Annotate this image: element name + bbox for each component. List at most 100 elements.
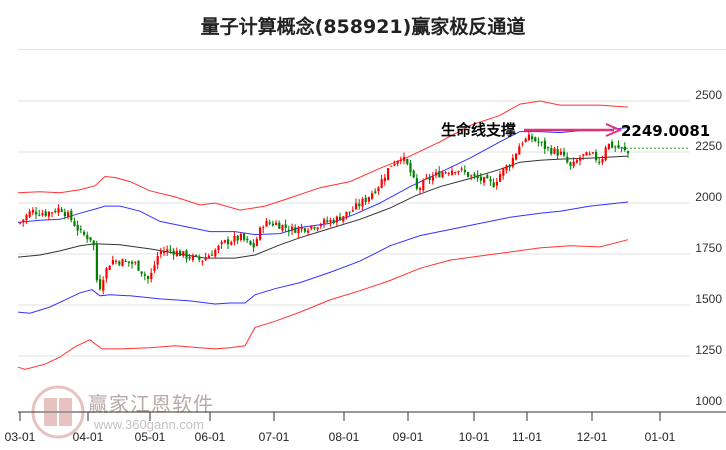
candle-body <box>563 151 566 156</box>
watermark-url: www.360gann.com <box>94 417 204 432</box>
y-tick-label: 2500 <box>695 88 722 102</box>
candle-body <box>271 223 274 226</box>
candle-body <box>35 211 38 215</box>
candle-body <box>492 182 495 188</box>
upper-outer-band-line <box>17 100 629 211</box>
candle-body <box>387 168 390 180</box>
candle-body <box>252 243 255 248</box>
lifeline-support-label: 生命线支撑 <box>441 121 516 139</box>
candle-body <box>406 158 409 164</box>
y-tick-label: 1500 <box>695 292 722 306</box>
candle-body <box>60 209 63 212</box>
candle-body <box>601 159 604 163</box>
candle-body <box>419 188 422 190</box>
candle-body <box>323 219 326 225</box>
candle-body <box>460 168 463 170</box>
candle-body <box>191 255 194 260</box>
candle-body <box>367 197 370 202</box>
candle-body <box>575 160 578 163</box>
candle-body <box>99 279 102 290</box>
x-tick-label: 10-01 <box>459 430 490 444</box>
candle-body <box>415 178 418 189</box>
candle-body <box>169 249 172 251</box>
x-tick-label: 04-01 <box>73 430 104 444</box>
candle-body <box>172 250 175 255</box>
candle-body <box>163 251 166 254</box>
candle-body <box>332 219 335 224</box>
lower-outer-band-line <box>17 239 629 370</box>
candle-body <box>479 176 482 181</box>
candle-body <box>211 254 214 256</box>
candle-body <box>230 242 233 245</box>
candle-body <box>422 180 425 191</box>
candle-body <box>614 146 617 148</box>
candle-body <box>281 225 284 231</box>
candle-body <box>531 136 534 140</box>
candle-body <box>339 216 342 221</box>
x-tick-label: 12-01 <box>577 430 608 444</box>
candle-body <box>268 222 271 224</box>
candle-body <box>278 222 281 229</box>
candle-body <box>374 191 377 193</box>
candle-body <box>297 227 300 234</box>
candle-body <box>249 240 252 245</box>
candle-body <box>543 140 546 149</box>
candle-body <box>502 168 505 176</box>
candle-body <box>591 152 594 154</box>
arrow-head-icon <box>605 123 623 137</box>
candle-body <box>243 233 246 240</box>
candle-body <box>131 261 134 264</box>
title-divider <box>18 49 726 50</box>
candle-body <box>457 171 460 173</box>
candle-body <box>262 227 265 229</box>
x-tick-label: 08-01 <box>329 430 360 444</box>
y-tick-label: 1250 <box>695 343 722 357</box>
candle-body <box>313 227 316 229</box>
candle-body <box>265 220 268 227</box>
candle-body <box>111 260 114 265</box>
candle-body <box>207 255 210 259</box>
candle-body <box>412 170 415 178</box>
candle-body <box>236 235 239 241</box>
candle-body <box>358 203 361 207</box>
candle-body <box>310 225 313 229</box>
candle-body <box>70 210 73 221</box>
candle-body <box>147 276 150 280</box>
candle-body <box>511 158 514 167</box>
candle-body <box>345 211 348 217</box>
candle-body <box>483 177 486 183</box>
candle-body <box>486 175 489 179</box>
candle-body <box>393 163 396 166</box>
candle-body <box>476 174 479 179</box>
candle-body <box>588 153 591 155</box>
candle-body <box>54 210 57 213</box>
candle-body <box>623 146 626 151</box>
candle-body <box>220 242 223 244</box>
candle-body <box>441 172 444 178</box>
candle-body <box>627 151 630 154</box>
candle-body <box>495 181 498 186</box>
candle-body <box>259 227 262 240</box>
candle-body <box>92 240 95 246</box>
candle-body <box>121 259 124 267</box>
candle-body <box>451 170 454 175</box>
candle-body <box>377 187 380 192</box>
candle-body <box>83 231 86 235</box>
candle-body <box>115 260 118 262</box>
candle-body <box>166 249 169 253</box>
candle-body <box>505 165 508 171</box>
candle-body <box>204 257 207 261</box>
x-tick-label: 09-01 <box>393 430 424 444</box>
candle-body <box>150 272 153 280</box>
candle-body <box>329 219 332 223</box>
candle-body <box>47 211 50 217</box>
candle-body <box>108 265 111 271</box>
candle-body <box>127 261 130 263</box>
candle-body <box>335 216 338 223</box>
candle-body <box>463 170 466 173</box>
candle-body <box>508 166 511 168</box>
chart-title: 量子计算概念(858921)赢家极反通道 <box>200 16 526 38</box>
candle-body <box>547 147 550 149</box>
candle-body <box>102 279 105 291</box>
candle-body <box>198 256 201 260</box>
